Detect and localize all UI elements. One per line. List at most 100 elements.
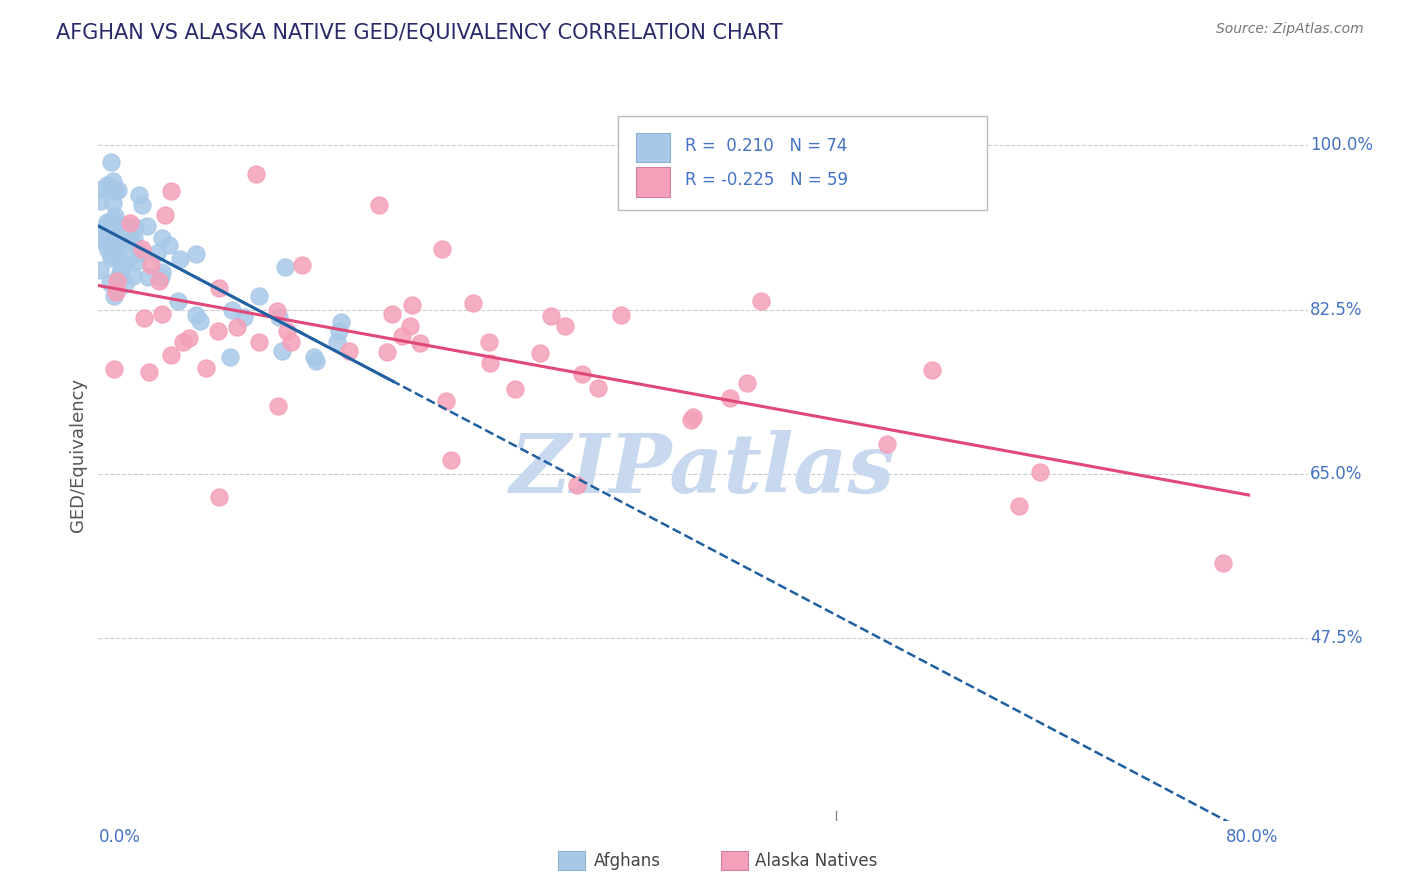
- Point: [207, 324, 229, 338]
- Point: [100, 248, 122, 262]
- Point: [409, 336, 432, 351]
- Point: [103, 362, 125, 376]
- Point: [326, 334, 349, 349]
- Point: [124, 219, 146, 234]
- Point: [93, 227, 115, 241]
- Point: [138, 365, 160, 379]
- Point: [121, 269, 143, 284]
- Text: AFGHAN VS ALASKA NATIVE GED/EQUIVALENCY CORRELATION CHART: AFGHAN VS ALASKA NATIVE GED/EQUIVALENCY …: [56, 22, 783, 42]
- Point: [105, 242, 128, 256]
- Point: [101, 195, 124, 210]
- Point: [876, 437, 898, 451]
- Text: 80.0%: 80.0%: [1226, 828, 1278, 847]
- Point: [159, 237, 181, 252]
- Point: [105, 235, 128, 249]
- Point: [921, 363, 943, 377]
- Point: [505, 382, 527, 396]
- Point: [399, 318, 422, 333]
- Text: Afghans: Afghans: [595, 852, 661, 870]
- Point: [1212, 556, 1234, 570]
- Point: [139, 258, 162, 272]
- Point: [148, 274, 170, 288]
- Point: [153, 208, 176, 222]
- Point: [718, 391, 741, 405]
- FancyBboxPatch shape: [619, 116, 987, 210]
- Point: [1029, 465, 1052, 479]
- Point: [167, 293, 190, 308]
- Point: [114, 277, 136, 291]
- Point: [291, 258, 314, 272]
- Point: [749, 293, 772, 308]
- Point: [104, 184, 127, 198]
- Point: [128, 187, 150, 202]
- Point: [101, 211, 124, 226]
- Point: [108, 268, 131, 282]
- Point: [276, 324, 298, 338]
- Point: [529, 346, 551, 360]
- Text: 47.5%: 47.5%: [1310, 629, 1362, 647]
- Point: [391, 329, 413, 343]
- Point: [586, 381, 609, 395]
- Point: [111, 221, 134, 235]
- Point: [375, 344, 398, 359]
- Bar: [637, 168, 671, 197]
- Point: [132, 310, 155, 325]
- Text: R = -0.225   N = 59: R = -0.225 N = 59: [685, 171, 848, 189]
- Point: [266, 303, 288, 318]
- Point: [121, 235, 143, 249]
- Point: [89, 227, 111, 242]
- Point: [117, 252, 139, 266]
- Point: [97, 244, 120, 258]
- Point: [150, 231, 173, 245]
- Point: [150, 265, 173, 279]
- Point: [245, 167, 267, 181]
- Point: [401, 297, 423, 311]
- Point: [478, 334, 501, 349]
- Point: [127, 253, 149, 268]
- Point: [150, 307, 173, 321]
- Point: [101, 229, 124, 244]
- Point: [107, 273, 129, 287]
- Point: [328, 325, 350, 339]
- Point: [381, 308, 404, 322]
- Point: [96, 215, 118, 229]
- Point: [208, 490, 231, 504]
- Text: 100.0%: 100.0%: [1310, 136, 1374, 154]
- Point: [735, 376, 758, 390]
- Point: [609, 308, 631, 322]
- Point: [94, 232, 117, 246]
- Text: 82.5%: 82.5%: [1310, 301, 1362, 318]
- Point: [337, 344, 360, 359]
- Point: [150, 269, 173, 284]
- Point: [367, 198, 389, 212]
- Point: [302, 350, 325, 364]
- Point: [100, 252, 122, 266]
- Point: [128, 246, 150, 260]
- Point: [232, 310, 254, 324]
- Point: [270, 343, 292, 358]
- Point: [110, 262, 132, 277]
- Point: [131, 197, 153, 211]
- Point: [160, 184, 183, 198]
- Point: [93, 235, 115, 249]
- Text: 65.0%: 65.0%: [1310, 465, 1362, 483]
- Point: [100, 180, 122, 194]
- Point: [169, 252, 191, 267]
- Point: [96, 178, 118, 192]
- Point: [179, 331, 201, 345]
- Point: [104, 209, 127, 223]
- Point: [330, 315, 353, 329]
- Point: [89, 231, 111, 245]
- Point: [225, 320, 247, 334]
- Point: [267, 400, 290, 414]
- Point: [108, 252, 131, 267]
- Point: [103, 289, 125, 303]
- Point: [131, 243, 153, 257]
- Point: [115, 221, 138, 235]
- Point: [172, 334, 194, 349]
- Point: [186, 247, 208, 261]
- Point: [136, 269, 159, 284]
- Point: [101, 174, 124, 188]
- Point: [430, 242, 453, 256]
- Point: [104, 234, 127, 248]
